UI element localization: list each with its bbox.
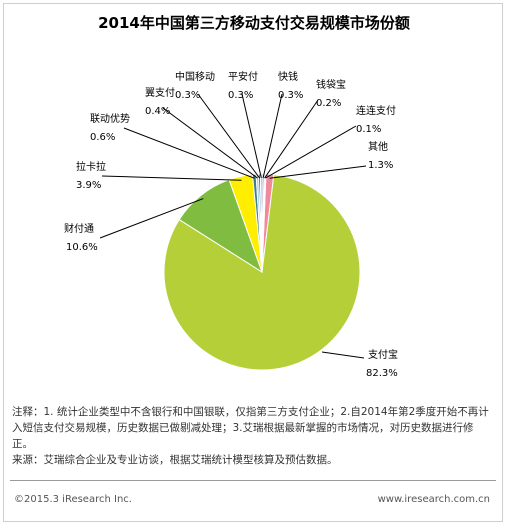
slice-value-label-1: 82.3% [366, 368, 398, 379]
leader-line-4 [123, 127, 255, 179]
slice-name-label-7: 平安付 [228, 70, 258, 83]
slice-value-label-8: 0.3% [278, 90, 303, 101]
pie-slices [163, 173, 361, 371]
slice-name-label-6: 中国移动 [175, 70, 215, 83]
pie-chart: 支付宝 82.3% 财付通 10.6% 拉卡拉 3.9% 联动优势 0.6% 翼支付 0.4% 中国… [64, 70, 398, 379]
slice-value-label-3: 3.9% [76, 180, 101, 191]
slice-value-label-9: 0.2% [316, 98, 341, 109]
footer-copyright: ©2015.3 iResearch Inc. [14, 494, 132, 505]
slice-value-label-2: 10.6% [66, 242, 98, 253]
leader-line-10 [265, 125, 357, 179]
notes-annotation: 注释：1. 统计企业类型中不含银行和中国银联，仅指第三方支付企业；2.自2014… [12, 406, 489, 450]
slice-name-label-11: 其他 [368, 140, 388, 153]
slice-value-label-4: 0.6% [90, 132, 115, 143]
leader-lines [99, 93, 367, 359]
slice-name-label-4: 联动优势 [90, 112, 130, 125]
notes-source: 来源：艾瑞综合企业及专业访谈，根据艾瑞统计模型核算及预估数据。 [12, 454, 338, 466]
leader-line-5 [162, 107, 258, 179]
slice-value-label-11: 1.3% [368, 160, 393, 171]
slice-name-label-9: 钱袋宝 [316, 78, 346, 91]
slice-value-label-6: 0.3% [175, 90, 200, 101]
leader-line-3 [101, 175, 242, 181]
slice-labels: 支付宝 82.3% 财付通 10.6% 拉卡拉 3.9% 联动优势 0.6% 翼支付 0.4% 中国… [64, 70, 398, 379]
footer-website: www.iresearch.com.cn [377, 494, 490, 505]
leader-line-9 [264, 99, 319, 179]
leader-line-8 [262, 93, 283, 179]
slice-name-label-10: 连连支付 [356, 104, 396, 117]
pie-slice-10 [261, 173, 267, 273]
slice-name-label-2: 财付通 [64, 222, 94, 235]
slice-name-label-5: 翼支付 [145, 86, 175, 99]
slice-name-label-8: 快钱 [278, 70, 298, 83]
slice-value-label-7: 0.3% [228, 90, 253, 101]
chart-title: 2014年中国第三方移动支付交易规模市场份额 [98, 14, 410, 32]
slice-value-label-10: 0.1% [356, 124, 381, 135]
chart-frame [3, 3, 503, 522]
footer-divider [10, 480, 496, 481]
slice-value-label-5: 0.4% [145, 106, 170, 117]
slice-name-label-1: 支付宝 [368, 348, 398, 361]
leader-line-11 [269, 165, 367, 179]
leader-line-6 [197, 93, 260, 179]
leader-line-1 [321, 351, 365, 359]
leader-line-2 [99, 198, 204, 239]
chart-notes: 注释：1. 统计企业类型中不含银行和中国银联，仅指第三方支付企业；2.自2014… [12, 404, 492, 468]
slice-name-label-3: 拉卡拉 [76, 160, 106, 173]
leader-line-7 [241, 93, 262, 179]
